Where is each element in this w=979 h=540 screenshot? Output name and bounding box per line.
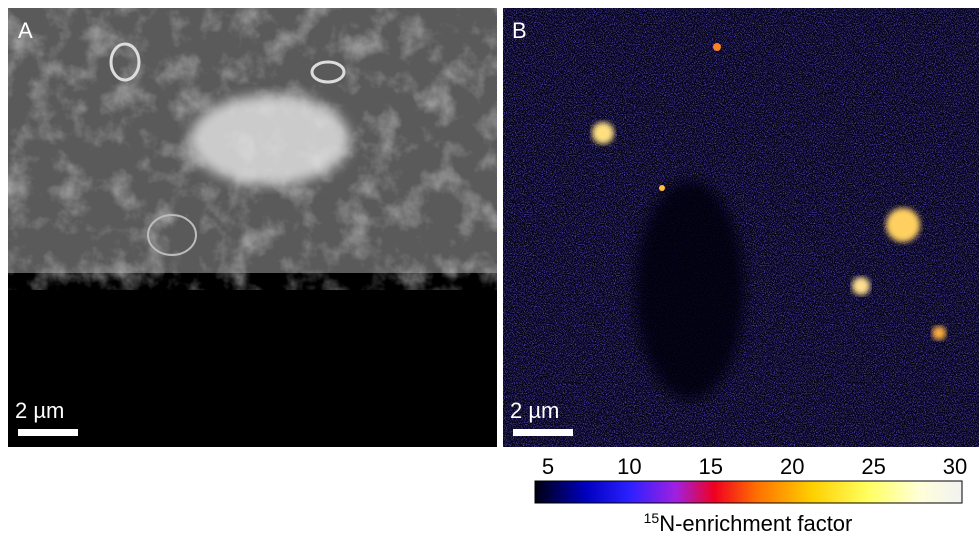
dark-area	[635, 180, 745, 400]
hotspot	[659, 185, 665, 191]
colorbar-tick-label: 30	[943, 454, 967, 479]
hotspot	[713, 43, 721, 51]
scale-bar-label: 2 µm	[510, 398, 559, 423]
label-text: N-enrichment factor	[659, 511, 852, 536]
colorbar-tick-label: 20	[780, 454, 804, 479]
bright-area	[190, 95, 350, 185]
hotspot	[886, 208, 920, 242]
figure: A 2 µm B 2 µm 15N-enrichment factor 5101…	[0, 0, 979, 540]
colorbar-gradient	[535, 481, 962, 503]
scale-bar-label: 2 µm	[15, 398, 64, 423]
hotspot	[932, 326, 946, 340]
colorbar-tick-label: 5	[542, 454, 554, 479]
hotspot	[592, 122, 614, 144]
colorbar-tick-label: 15	[699, 454, 723, 479]
hotspot	[852, 277, 870, 295]
scale-bar	[513, 429, 573, 436]
panel-b: B 2 µm	[503, 8, 979, 447]
colorbar-tick-label: 10	[617, 454, 641, 479]
panel-label: A	[18, 18, 33, 43]
label-superscript: 15	[644, 510, 660, 526]
colorbar-label: 15N-enrichment factor	[644, 510, 853, 536]
colorbar-tick-label: 25	[861, 454, 885, 479]
dark-region	[8, 290, 497, 447]
panel-label: B	[512, 18, 527, 43]
panel-a: A 2 µm	[8, 8, 497, 447]
scale-bar	[18, 429, 78, 436]
